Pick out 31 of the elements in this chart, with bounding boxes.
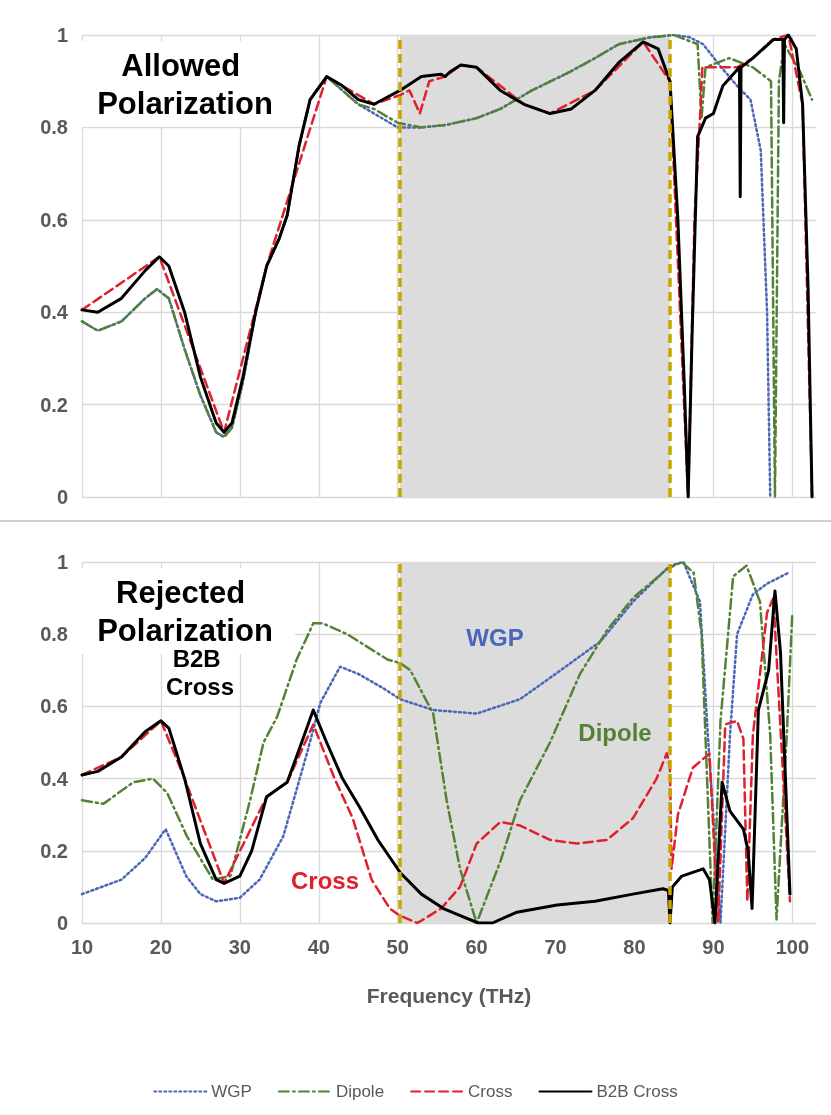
text: Allowed Polarization <box>97 47 273 121</box>
y-tick-label: 0.4 <box>40 767 69 790</box>
x-axis-title: Frequency (THz) <box>366 984 532 1007</box>
y-tick-label: 1 <box>56 24 68 46</box>
legend-label: B2B Cross <box>596 1082 678 1101</box>
x-tick-label: 90 <box>702 936 725 958</box>
x-tick-label: 20 <box>149 936 173 958</box>
legend-label: Cross <box>468 1082 513 1101</box>
text: Cross <box>290 866 360 894</box>
y-tick-label: 0.6 <box>40 695 68 718</box>
text: WGP <box>466 623 524 651</box>
x-tick-label: 70 <box>544 936 567 958</box>
y-tick-label: 0.4 <box>40 301 69 324</box>
x-tick-label: 30 <box>228 936 251 958</box>
y-tick-label: 0 <box>56 912 68 934</box>
x-tick-label: 100 <box>775 936 810 958</box>
x-tick-label: 40 <box>307 936 330 958</box>
y-tick-label: 1 <box>56 551 68 573</box>
y-tick-label: 0.2 <box>40 393 68 416</box>
y-tick-label: 0.2 <box>40 839 68 862</box>
legend-label: Dipole <box>335 1082 385 1101</box>
y-tick-label: 0.8 <box>40 116 68 139</box>
x-tick-label: 60 <box>465 936 488 958</box>
y-tick-label: 0.6 <box>40 208 68 231</box>
text: Dipole <box>578 718 652 746</box>
x-tick-label: 80 <box>623 936 646 958</box>
x-tick-label: 50 <box>386 936 409 958</box>
x-tick-label: 10 <box>70 936 94 958</box>
legend-label: WGP <box>211 1082 252 1101</box>
y-tick-label: 0.8 <box>40 623 68 646</box>
y-tick-label: 0 <box>56 486 68 508</box>
